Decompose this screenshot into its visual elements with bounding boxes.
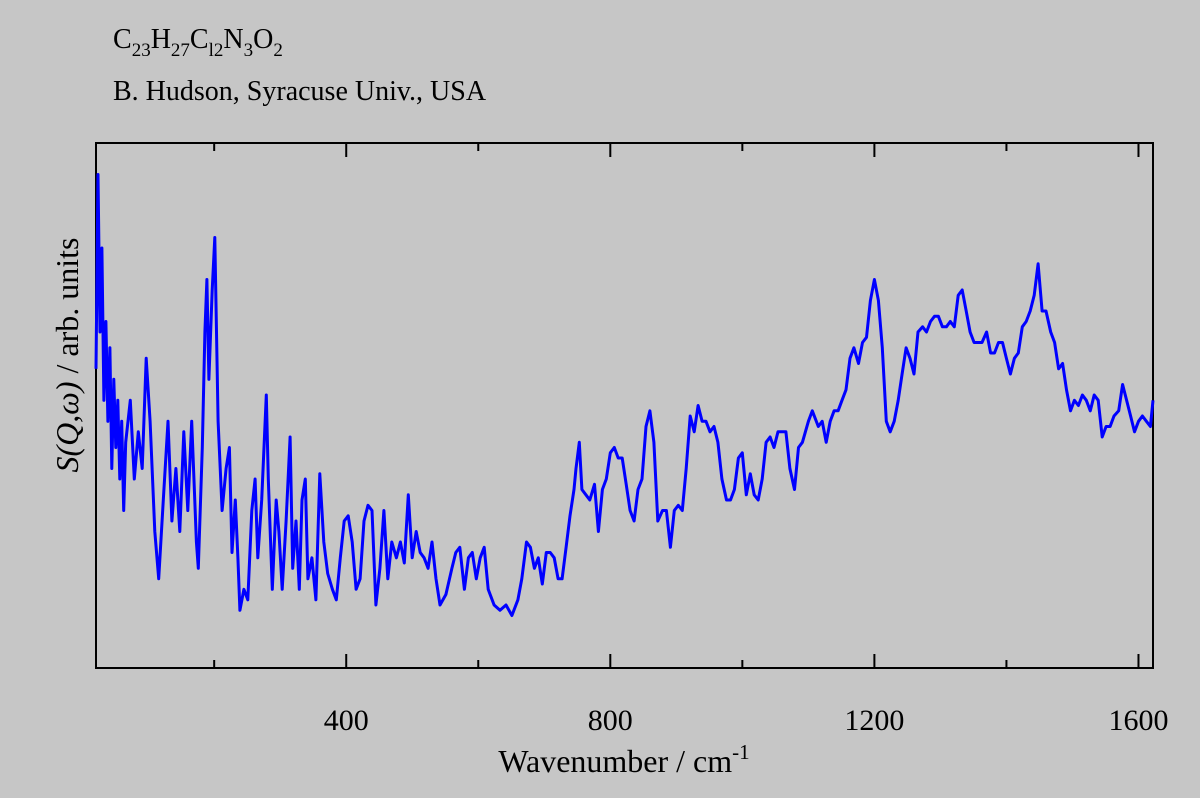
x-axis-label-text: Wavenumber / cm — [498, 743, 732, 779]
x-axis-label-sup: -1 — [732, 740, 750, 764]
y-axis-label-text: / arb. units — [49, 238, 85, 382]
formula-element: C — [113, 24, 132, 55]
subtitle: B. Hudson, Syracuse Univ., USA — [113, 76, 487, 107]
formula-element: H — [151, 24, 171, 55]
x-tick-label: 1200 — [844, 704, 904, 737]
y-axis-label: S(Q,ω) / arb. units — [49, 238, 85, 473]
x-tick-label: 1600 — [1108, 704, 1168, 737]
formula-subscript: 2 — [273, 40, 283, 61]
x-axis-label: Wavenumber / cm-1 — [498, 740, 749, 779]
formula-subscript: l2 — [209, 40, 224, 61]
x-tick-label: 400 — [324, 704, 369, 737]
y-axis-label-italic: S(Q,ω) — [49, 381, 85, 472]
x-tick-label: 800 — [588, 704, 633, 737]
formula-element: C — [190, 24, 209, 55]
formula-element: O — [253, 24, 273, 55]
plot-frame — [95, 142, 1154, 669]
formula-subscript: 3 — [244, 40, 254, 61]
formula-subscript: 27 — [171, 40, 190, 61]
formula-element: N — [223, 24, 243, 55]
formula-subscript: 23 — [132, 40, 151, 61]
spectrum-line — [94, 173, 1155, 617]
formula: C23H27Cl2N3O2 — [113, 24, 283, 61]
